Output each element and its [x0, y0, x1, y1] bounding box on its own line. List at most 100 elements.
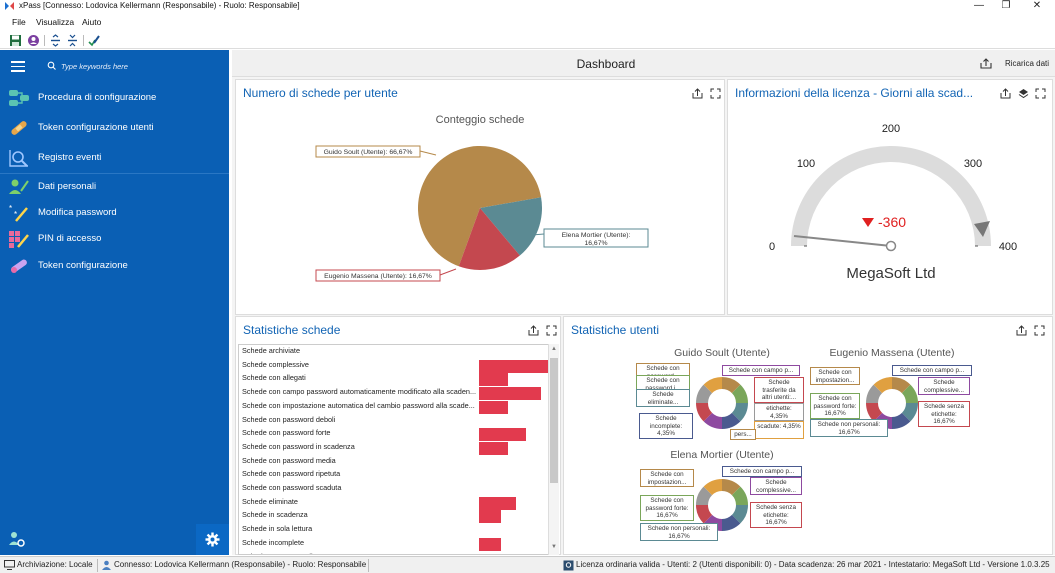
export-icon[interactable] — [692, 88, 703, 99]
list-item[interactable]: Schede con password ripetuta — [242, 469, 341, 479]
maximize-button[interactable]: ❐ — [1001, 0, 1011, 11]
hamburger-menu-icon[interactable] — [11, 61, 25, 72]
list-item[interactable]: Schede archiviate — [242, 346, 301, 355]
donut-slice[interactable] — [866, 384, 883, 403]
scroll-up-icon[interactable]: ▲ — [551, 346, 557, 352]
sidebar-divider — [0, 173, 229, 174]
stat-bar — [479, 537, 501, 551]
toolbar — [0, 32, 1055, 49]
sidebar-item-modifica-password[interactable]: * * Modifica password — [0, 200, 229, 226]
list-item[interactable]: Schede non personali — [242, 552, 478, 555]
donut-slice[interactable] — [722, 412, 741, 429]
donut-slice[interactable] — [731, 505, 748, 524]
list-scrollbar[interactable]: ▲ ▼ — [548, 344, 559, 555]
export-icon[interactable] — [528, 325, 539, 336]
list-item[interactable]: Schede con password media — [242, 455, 336, 465]
list-item[interactable]: Schede eliminate — [242, 496, 298, 506]
list-item[interactable]: Schede con password scaduta — [242, 483, 342, 492]
pie-leader-line — [419, 150, 437, 156]
save-icon[interactable] — [9, 34, 22, 47]
sidebar-item-dati-personali[interactable]: Dati personali — [0, 174, 229, 200]
list-item[interactable]: Schede con password deboli — [242, 414, 336, 424]
list-item[interactable]: Schede in scadenza — [242, 510, 308, 520]
user-circle-icon[interactable] — [27, 34, 40, 47]
sidebar: Type keywords here Procedura di configur… — [0, 50, 229, 555]
donut-slice[interactable] — [703, 412, 722, 429]
maximize-icon[interactable] — [710, 88, 721, 99]
search-input[interactable]: Type keywords here — [61, 62, 128, 71]
sidebar-item-token-configurazione-utenti[interactable]: Token configurazione utenti — [0, 115, 229, 141]
pie-slice[interactable] — [480, 197, 542, 256]
refresh-button[interactable]: Ricarica dati — [1005, 59, 1050, 68]
list-item[interactable]: Schede con password in scadenza — [242, 441, 355, 451]
pie-leader-line — [531, 233, 545, 236]
list-item[interactable]: Schede in sola lettura — [242, 524, 313, 534]
settings-button[interactable] — [196, 524, 229, 555]
donut-slice[interactable] — [731, 403, 748, 422]
donut-slice[interactable] — [696, 403, 713, 422]
status-separator — [368, 559, 369, 572]
panel-title: Numero di schede per utente — [243, 86, 398, 100]
sidebar-item-token-configurazione[interactable]: Token configurazione — [0, 253, 229, 279]
pie-leader-line — [439, 268, 457, 276]
export-icon[interactable] — [980, 58, 992, 69]
maximize-icon[interactable] — [1035, 88, 1046, 99]
close-button[interactable]: ✕ — [1032, 0, 1042, 11]
sidebar-item-registro-eventi[interactable]: Registro eventi — [0, 145, 229, 171]
donut-slice[interactable] — [722, 514, 741, 531]
stats-list[interactable]: Schede archiviate Schede complessive Sched… — [238, 344, 551, 555]
donut-slice[interactable] — [892, 377, 911, 394]
donut-slice[interactable] — [696, 384, 713, 403]
donut-slice[interactable] — [866, 403, 883, 422]
expand-icon[interactable] — [49, 34, 62, 47]
donut-slice[interactable] — [722, 479, 741, 496]
pie-label: Eugenio Massena (Utente): 16,67% — [324, 273, 432, 280]
pie-slice[interactable] — [418, 146, 542, 267]
scroll-down-icon[interactable]: ▼ — [551, 544, 557, 550]
donut-label: Schede con impostazion... — [640, 469, 694, 487]
list-item[interactable]: Schede con campo password automaticament… — [242, 387, 477, 397]
donut-slice[interactable] — [696, 505, 713, 524]
pin-icon — [9, 231, 29, 248]
stat-bar — [479, 373, 509, 387]
maximize-icon[interactable] — [1034, 325, 1045, 336]
gauge-tick-label: 100 — [797, 158, 815, 170]
export-icon[interactable] — [1000, 88, 1011, 99]
menu-file[interactable]: File — [12, 17, 26, 27]
minimize-button[interactable]: — — [974, 0, 984, 11]
pie-label: Guido Soult (Utente): 66,67% — [324, 149, 413, 156]
donut-slice[interactable] — [696, 486, 713, 505]
donut-label: Schede con impostazion... — [810, 367, 860, 385]
layers-icon[interactable] — [1018, 88, 1029, 99]
list-item[interactable]: Schede incomplete — [242, 537, 305, 547]
collapse-icon[interactable] — [66, 34, 79, 47]
donut-slice[interactable] — [731, 486, 748, 505]
menu-visualizza[interactable]: Visualizza — [36, 17, 75, 27]
donut-label: Schede complessive... — [918, 377, 970, 395]
list-item[interactable]: Schede con allegati — [242, 373, 306, 383]
menu-aiuto[interactable]: Aiuto — [82, 17, 102, 27]
sidebar-item-procedura-configurazione[interactable]: Procedura di configurazione — [0, 85, 229, 111]
list-item[interactable]: Schede con password forte — [242, 428, 331, 438]
toolbar-separator — [83, 35, 84, 46]
donut-slice[interactable] — [901, 384, 918, 403]
donut-slice[interactable] — [722, 377, 741, 394]
donut-label: pers... — [730, 429, 756, 440]
donut-slice[interactable] — [731, 384, 748, 403]
menu-bar: File Visualizza Aiuto — [0, 15, 1055, 30]
donut-slice[interactable] — [703, 377, 722, 394]
pie-slice[interactable] — [458, 208, 520, 270]
donut-slice[interactable] — [873, 377, 892, 394]
scroll-thumb[interactable] — [550, 358, 558, 483]
maximize-icon[interactable] — [546, 325, 557, 336]
status-separator — [97, 559, 98, 572]
donut-slice[interactable] — [901, 403, 918, 422]
donut-slice[interactable] — [892, 412, 911, 429]
export-icon[interactable] — [1016, 325, 1027, 336]
list-item[interactable]: Schede con impostazione automatica del c… — [242, 400, 475, 410]
user-settings-icon[interactable] — [8, 530, 26, 548]
edit-check-icon[interactable] — [88, 34, 101, 47]
donut-slice[interactable] — [703, 479, 722, 496]
sidebar-item-pin-di-accesso[interactable]: PIN di accesso — [0, 226, 229, 252]
list-item[interactable]: Schede complessive — [242, 359, 309, 369]
